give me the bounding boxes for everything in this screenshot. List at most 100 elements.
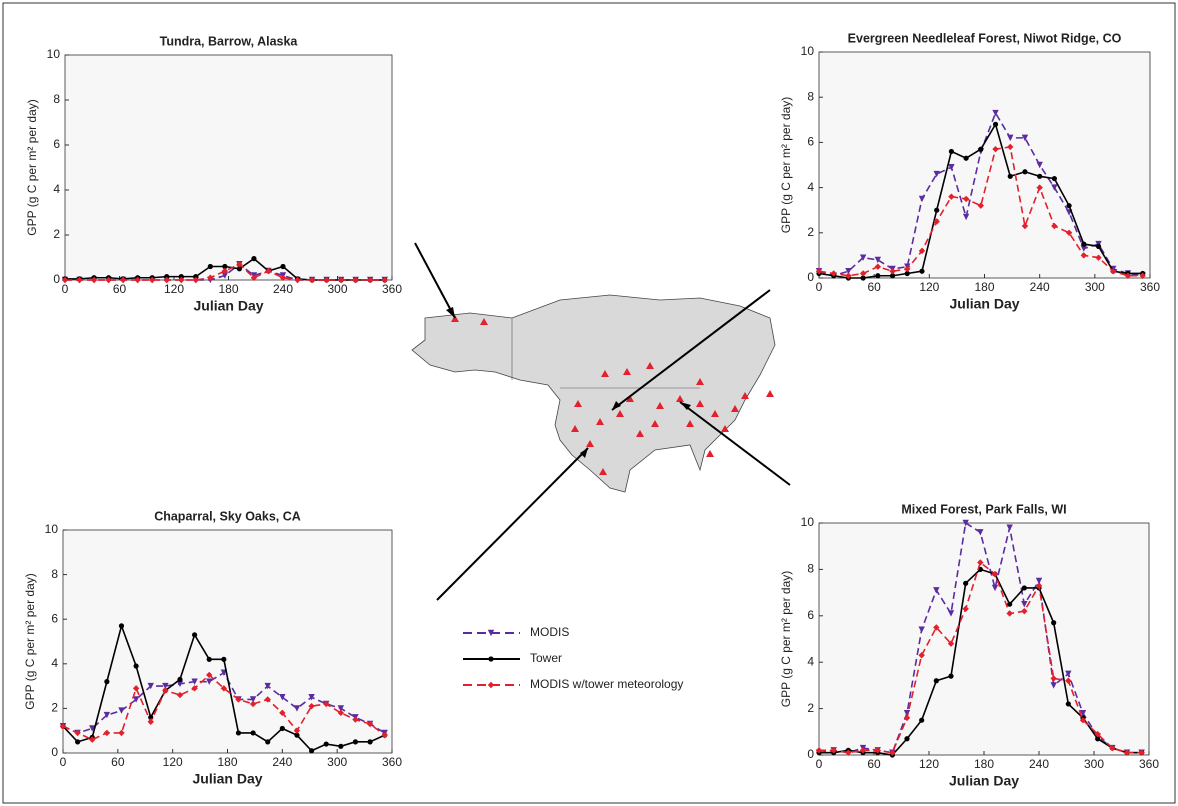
marker [918,652,925,659]
x-tick-label: 120 [919,757,939,771]
marker [133,663,139,669]
x-tick-label: 360 [1140,280,1160,294]
marker [279,274,287,281]
chart-title: Chaparral, Sky Oaks, CA [154,509,301,523]
y-tick-label: 6 [807,135,814,149]
marker [962,195,970,203]
marker [859,747,867,754]
marker [164,274,170,280]
marker [293,727,301,734]
marker [933,587,940,594]
marker [193,274,199,280]
marker [1079,710,1087,717]
marker [1065,670,1072,677]
marker [1021,601,1028,608]
marker [1006,610,1013,617]
marker [948,164,955,171]
marker [488,656,494,662]
marker [222,263,228,270]
marker [859,254,867,261]
marker [1007,134,1014,142]
marker [1007,143,1014,151]
marker [381,731,388,739]
marker [1051,222,1058,230]
marker [308,748,315,754]
marker [147,682,154,690]
marker [279,694,286,701]
marker [220,685,228,692]
marker [1051,175,1057,182]
marker [918,195,926,203]
x-tick-label: 240 [1029,757,1049,771]
x-tick-label: 180 [218,282,238,296]
marker [1080,252,1087,259]
marker [918,247,926,255]
marker [1035,577,1043,585]
marker [250,730,256,736]
borders [511,318,700,389]
y-tick-label: 0 [807,270,814,284]
y-tick-label: 2 [807,225,814,239]
marker [207,263,213,270]
x-tick-label: 300 [1085,280,1105,294]
legend-label: Tower [530,651,562,665]
chart-title: Evergreen Needleleaf Forest, Niwot Ridge… [848,31,1122,45]
marker [845,268,852,275]
y-tick-label: 10 [801,44,815,58]
marker [74,729,81,737]
marker [991,570,999,578]
marker [1021,222,1029,230]
marker [1036,161,1043,169]
x-tick-label: 180 [217,755,237,769]
marker [933,170,940,178]
marker [105,276,112,284]
marker [59,723,67,730]
marker [904,270,910,277]
marker [1035,582,1043,589]
marker [1109,744,1116,752]
marker [933,678,939,684]
x-tick-label: 240 [272,755,292,769]
marker [337,709,345,717]
marker [221,267,229,275]
marker [1065,701,1071,707]
y-tick-label: 4 [51,656,58,670]
marker [103,729,111,737]
marker [118,729,125,737]
marker [903,714,911,722]
marker [1095,254,1102,261]
marker [962,605,969,613]
marker [918,626,925,633]
marker [235,696,242,703]
marker [323,700,330,708]
y-tick-label: 2 [51,701,58,715]
marker [1081,241,1087,247]
marker [206,656,212,662]
marker [119,276,127,284]
x-tick-label: 360 [1139,757,1159,771]
marker [487,629,495,637]
marker [249,700,257,708]
marker [1021,607,1028,615]
y-tick-label: 4 [53,182,60,196]
marker [381,276,388,284]
marker [280,263,286,270]
series-line [65,263,385,281]
marker [934,207,940,213]
marker [250,274,258,281]
x-axis-label: Julian Day [193,298,263,314]
plot-area [64,54,393,281]
marker [338,743,344,749]
x-tick-label: 240 [1030,280,1050,294]
marker [948,148,955,155]
marker [1037,173,1043,179]
marker [251,256,257,262]
marker [176,691,184,699]
marker [992,145,999,153]
marker [977,559,984,566]
marker [178,276,185,284]
chart-title: Tundra, Barrow, Alaska [160,34,299,48]
marker [103,711,111,719]
x-tick-label: 0 [816,757,823,771]
marker [977,529,984,536]
